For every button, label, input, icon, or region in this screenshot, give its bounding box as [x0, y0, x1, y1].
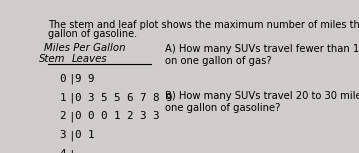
- Text: 2: 2: [59, 111, 66, 121]
- Text: gallon of gasoline.: gallon of gasoline.: [48, 29, 137, 39]
- Text: 0 0 0 1 2 3 3: 0 0 0 1 2 3 3: [75, 111, 160, 121]
- Text: Miles Per Gallon: Miles Per Gallon: [45, 43, 126, 53]
- Text: |: |: [69, 149, 75, 153]
- Text: Leaves: Leaves: [71, 54, 107, 64]
- Text: 0 1: 0 1: [75, 130, 95, 140]
- Text: B) How many SUVs travel 20 to 30 miles on
one gallon of gasoline?: B) How many SUVs travel 20 to 30 miles o…: [164, 91, 359, 113]
- Text: A) How many SUVs travel fewer than 10 miles
on one gallon of gas?: A) How many SUVs travel fewer than 10 mi…: [164, 44, 359, 66]
- Text: 0 3 5 5 6 7 8 9: 0 3 5 5 6 7 8 9: [75, 93, 173, 103]
- Text: Stem: Stem: [39, 54, 66, 64]
- Text: 0: 0: [59, 74, 66, 84]
- Text: |: |: [69, 130, 75, 141]
- Text: 9 9: 9 9: [75, 74, 95, 84]
- Text: |: |: [69, 74, 75, 84]
- Text: |: |: [69, 93, 75, 103]
- Text: The stem and leaf plot shows the maximum number of miles that 19 SUVs can travel: The stem and leaf plot shows the maximum…: [48, 20, 359, 30]
- Text: |: |: [69, 111, 75, 122]
- Text: 4: 4: [59, 149, 66, 153]
- Text: 1: 1: [59, 93, 66, 103]
- Text: 3: 3: [59, 130, 66, 140]
